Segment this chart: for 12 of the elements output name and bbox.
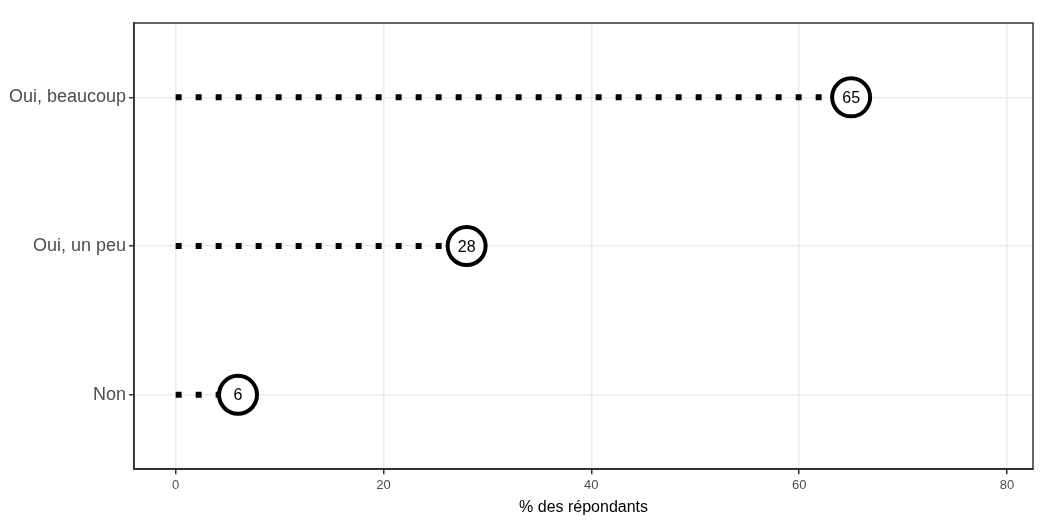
y-tick-label: Non: [93, 383, 127, 404]
x-tick-label: 0: [172, 476, 180, 492]
x-tick-label: 80: [999, 476, 1015, 492]
x-axis-title: % des répondants: [519, 497, 649, 515]
data-label: 6: [233, 386, 243, 404]
data-label: 28: [457, 237, 476, 255]
x-tick-label: 20: [376, 476, 391, 492]
x-tick-label: 40: [584, 476, 599, 492]
x-tick-label: 60: [791, 476, 807, 492]
data-label: 65: [842, 88, 861, 106]
y-tick-label: Oui, un peu: [33, 235, 127, 256]
y-tick-label: Oui, beaucoup: [8, 86, 127, 107]
